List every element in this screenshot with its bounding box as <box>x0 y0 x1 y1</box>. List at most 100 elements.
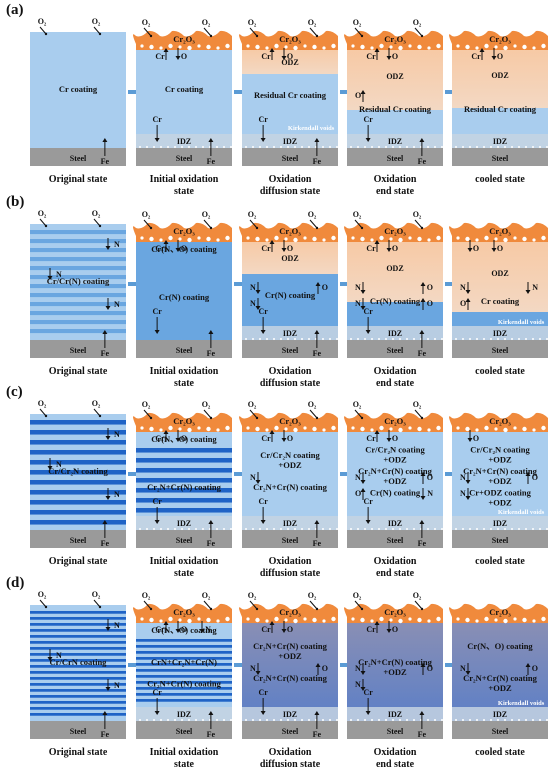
void <box>153 719 155 721</box>
void <box>385 719 387 721</box>
layer-label: +ODZ <box>488 497 512 507</box>
caption-text: Original state <box>49 747 108 758</box>
arrow-tip <box>149 226 153 230</box>
arrow-tip <box>44 224 48 228</box>
arrowhead <box>281 629 287 633</box>
pore <box>360 617 365 623</box>
oxygen-arrow <box>414 600 423 610</box>
pore <box>197 426 201 430</box>
arrowhead <box>360 687 366 691</box>
arrowhead <box>102 520 108 524</box>
pore <box>331 425 336 431</box>
void <box>266 719 268 721</box>
arrowhead <box>420 472 426 476</box>
oxygen-arrow <box>203 219 212 229</box>
layer-label: Cr/Cr₂N coating <box>470 445 530 455</box>
ion-label: O <box>287 625 293 634</box>
oxygen-arrow <box>93 408 101 417</box>
void <box>167 146 169 148</box>
void <box>399 146 401 148</box>
pore <box>284 427 288 431</box>
pore <box>522 44 527 50</box>
pore <box>178 427 182 431</box>
pore <box>436 425 441 431</box>
ion-label: O <box>427 299 433 308</box>
panel-end: ODZ IDZ Steel Fe Cr Cr₂O₃ O₂ O₂ Cr O Cr(N) coating… <box>344 210 443 358</box>
void <box>216 146 218 148</box>
coating-sublayer <box>30 659 126 662</box>
void <box>245 719 247 721</box>
coating-sublayer <box>136 639 232 642</box>
void <box>287 146 289 148</box>
void <box>455 338 457 340</box>
void <box>294 146 296 148</box>
void <box>195 146 197 148</box>
pore <box>265 238 269 242</box>
arrow-tip <box>315 416 319 420</box>
void <box>322 528 324 530</box>
caption-text: end state <box>376 759 415 770</box>
coating-sublayer <box>136 681 232 684</box>
void <box>259 146 261 148</box>
coating-layer <box>136 48 232 148</box>
arrow-tip <box>315 226 319 230</box>
fe-label: Fe <box>207 157 216 166</box>
arrowhead <box>360 480 366 484</box>
coating-sublayer <box>30 665 126 668</box>
oxygen-arrow <box>249 409 258 419</box>
oxide-label: Cr₂O₃ <box>279 607 301 617</box>
oxide-label: Cr₂O₃ <box>279 34 301 44</box>
pore <box>246 44 250 48</box>
void <box>202 146 204 148</box>
void <box>497 719 499 721</box>
idz-label: IDZ <box>388 329 402 338</box>
steel-label: Steel <box>492 346 509 355</box>
idz-band <box>136 707 232 721</box>
pore <box>484 235 489 241</box>
steel-substrate <box>136 340 232 358</box>
arrowhead <box>255 290 261 294</box>
steel-label: Steel <box>387 727 404 736</box>
pore <box>187 45 192 51</box>
void <box>441 719 443 721</box>
void <box>287 338 289 340</box>
void <box>266 338 268 340</box>
pore <box>197 236 201 240</box>
ion-label: N <box>355 664 361 673</box>
pore <box>513 426 517 430</box>
steel-label: Steel <box>492 727 509 736</box>
n-label: N <box>56 270 62 279</box>
arrowhead <box>208 330 214 334</box>
fe-label: Fe <box>101 539 110 548</box>
void <box>364 719 366 721</box>
fe-label: Fe <box>313 349 322 358</box>
arrow-tip <box>420 416 424 420</box>
fe-label: Fe <box>101 730 110 739</box>
arrow-tip <box>360 607 364 611</box>
layer-label: +ODZ <box>278 651 302 661</box>
idz-label: IDZ <box>283 329 297 338</box>
pore <box>274 235 279 241</box>
pore <box>216 46 220 50</box>
arrowhead <box>269 430 275 434</box>
ion-label: Cr <box>155 625 165 634</box>
oxygen-arrow <box>143 409 152 419</box>
void <box>462 146 464 148</box>
odz-label: ODZ <box>386 72 403 81</box>
idz-band <box>347 134 443 148</box>
pore <box>417 426 422 432</box>
void <box>406 528 408 530</box>
coating-sublayer <box>30 490 126 495</box>
o2-label: O₂ <box>38 399 47 408</box>
void <box>497 338 499 340</box>
void <box>280 146 282 148</box>
fe-label: Fe <box>313 157 322 166</box>
layer-label: Cr(N) coating <box>370 487 421 497</box>
pore <box>503 45 508 51</box>
void <box>181 528 183 530</box>
coating-sublayer <box>136 651 232 654</box>
void <box>455 719 457 721</box>
layer-label: Cr(N、O) coating <box>151 244 217 254</box>
coating-sublayer <box>136 645 232 648</box>
